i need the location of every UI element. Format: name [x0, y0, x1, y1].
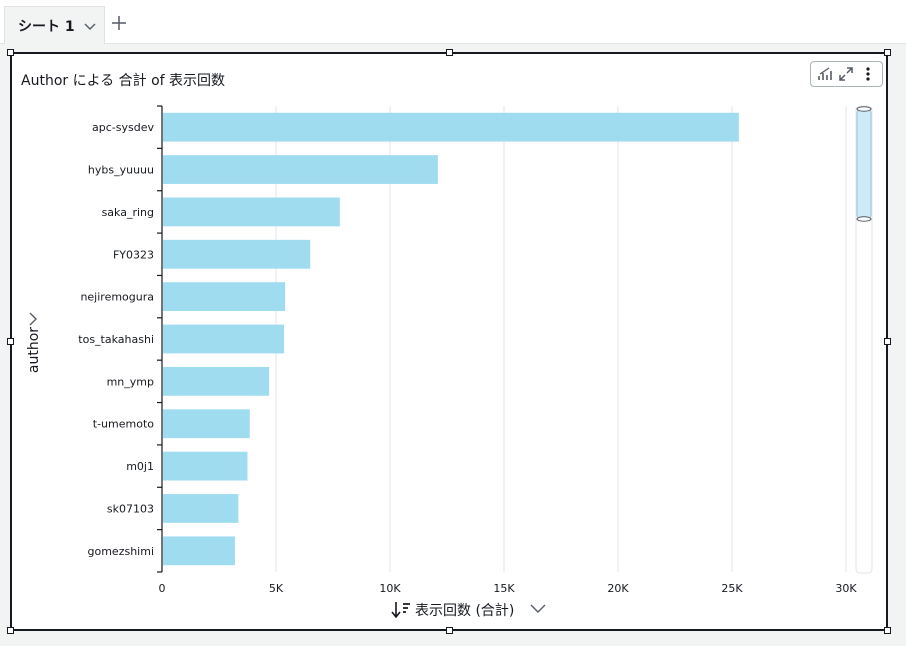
x-axis-title[interactable]: 表示回数 (合計) — [415, 603, 514, 619]
bar[interactable] — [163, 451, 248, 481]
y-tick-label[interactable]: hybs_yuuuu — [88, 164, 154, 177]
resize-handle-right[interactable] — [884, 338, 891, 345]
format-visual-icon[interactable] — [816, 65, 834, 83]
scrollbar-thumb-bottom-handle[interactable] — [856, 216, 872, 222]
y-tick-label[interactable]: apc-sysdev — [92, 121, 154, 134]
sheet-tab-bar: シート 1 — [0, 0, 906, 44]
resize-handle-top-right[interactable] — [884, 49, 891, 56]
y-tick-label[interactable]: gomezshimi — [88, 545, 155, 558]
resize-handle-left[interactable] — [7, 338, 14, 345]
y-tick-label[interactable]: tos_takahashi — [78, 333, 154, 346]
tab-sheet-1-label: シート 1 — [18, 18, 75, 35]
bar[interactable] — [163, 239, 311, 269]
more-options-icon[interactable] — [859, 65, 877, 83]
x-tick-label: 30K — [835, 582, 857, 595]
bar[interactable] — [163, 112, 739, 142]
visual-toolbar — [810, 61, 883, 87]
bar-chart-visual[interactable]: Author による 合計 of 表示回数 0 5K 10K 15K 20K 25K 30K… — [7, 49, 891, 634]
resize-handle-top-left[interactable] — [7, 49, 14, 56]
expand-icon[interactable] — [837, 65, 855, 83]
y-tick-label[interactable]: saka_ring — [102, 206, 154, 219]
x-tick-label: 15K — [493, 582, 515, 595]
x-tick-label: 5K — [269, 582, 284, 595]
scrollbar-track[interactable] — [855, 105, 873, 574]
bar[interactable] — [163, 282, 286, 312]
y-axis-title[interactable]: author — [26, 327, 42, 373]
y-tick-label[interactable]: nejiremogura — [80, 291, 154, 304]
y-axis-expand-control[interactable] — [29, 312, 37, 326]
y-tick-label[interactable]: t-umemoto — [93, 418, 154, 431]
y-tick-label[interactable]: FY0323 — [113, 248, 154, 261]
x-tick-label: 25K — [721, 582, 743, 595]
resize-handle-bottom-right[interactable] — [884, 627, 891, 634]
bar[interactable] — [163, 409, 250, 439]
bar[interactable] — [163, 366, 270, 396]
resize-handle-bottom-left[interactable] — [7, 627, 14, 634]
chevron-right-icon[interactable] — [29, 312, 37, 326]
resize-handle-top[interactable] — [446, 49, 453, 56]
resize-handle-bottom[interactable] — [446, 627, 453, 634]
bar-chart[interactable]: 0 5K 10K 15K 20K 25K 30K apc-sysdev hybs_yuuuusa… — [12, 54, 886, 629]
bar[interactable] — [163, 155, 438, 184]
bar[interactable] — [163, 197, 340, 227]
add-sheet-plus-icon[interactable] — [110, 14, 128, 32]
scrollbar-thumb[interactable] — [856, 108, 872, 220]
vertical-scrollbar[interactable] — [855, 105, 873, 574]
x-tick-label: 0 — [159, 582, 166, 595]
y-tick-label[interactable]: sk07103 — [107, 502, 154, 515]
visual-title[interactable]: Author による 合計 of 表示回数 — [21, 73, 226, 89]
y-tick-label[interactable]: mn_ymp — [107, 375, 154, 388]
x-tick-label: 10K — [379, 582, 401, 595]
bar[interactable] — [163, 494, 239, 523]
chevron-down-icon[interactable] — [83, 19, 97, 33]
scrollbar-thumb-top-handle[interactable] — [856, 106, 872, 112]
y-tick-label[interactable]: m0j1 — [126, 460, 154, 473]
bar[interactable] — [163, 324, 284, 354]
chevron-down-icon[interactable] — [530, 604, 546, 613]
sort-descending-icon[interactable] — [391, 602, 410, 619]
x-tick-label: 20K — [607, 582, 629, 595]
x-axis-title-group[interactable]: 表示回数 (合計) — [391, 602, 546, 619]
bar[interactable] — [163, 536, 235, 566]
tab-sheet-1[interactable]: シート 1 — [4, 6, 105, 44]
